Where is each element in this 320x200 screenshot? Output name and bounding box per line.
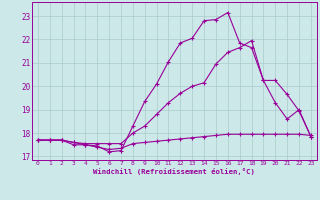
X-axis label: Windchill (Refroidissement éolien,°C): Windchill (Refroidissement éolien,°C)	[93, 168, 255, 175]
